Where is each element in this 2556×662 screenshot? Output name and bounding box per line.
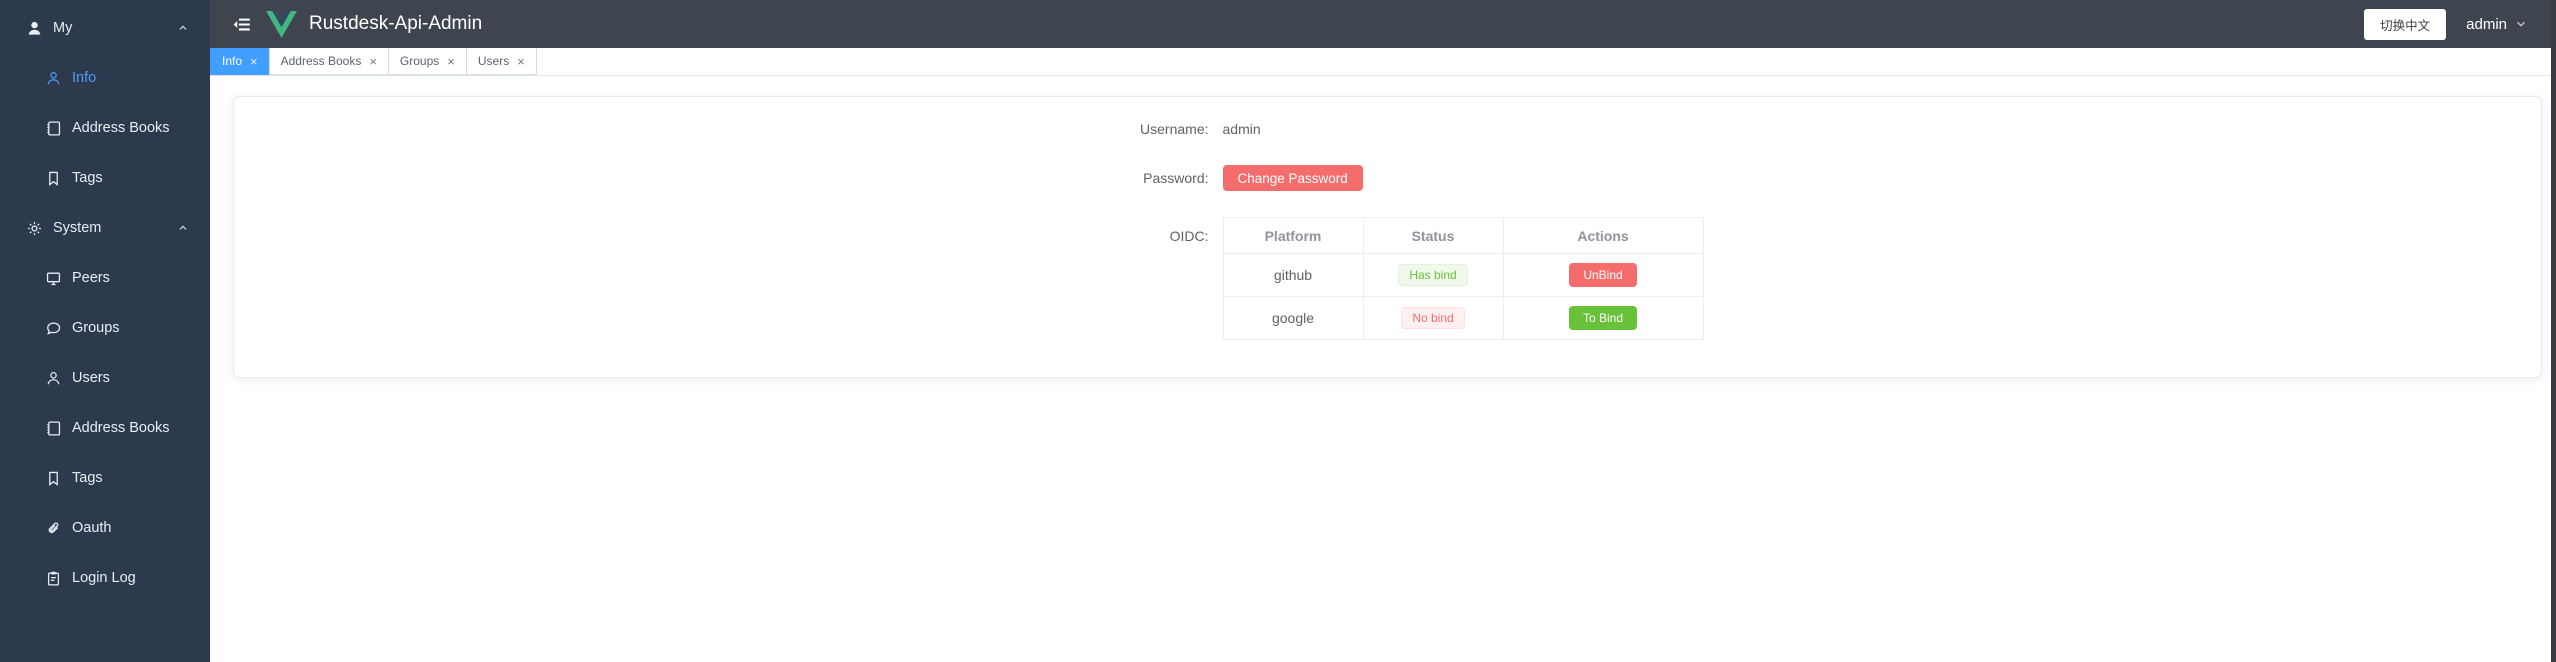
sidebar-item-peers[interactable]: Peers — [0, 253, 210, 303]
column-header-actions: Actions — [1502, 217, 1704, 254]
chevron-up-icon — [179, 25, 187, 30]
tabs-bar: Info × Address Books × Groups × Users × — [210, 48, 2556, 76]
table-row: google No bind To Bind — [1222, 296, 1704, 340]
user-dropdown[interactable]: admin — [2466, 16, 2528, 33]
sidebar-item-users[interactable]: Users — [0, 353, 210, 403]
chevron-down-icon — [2517, 21, 2525, 27]
sidebar-item-label: Tags — [72, 470, 103, 486]
sidebar-section-my[interactable]: My — [0, 3, 210, 53]
column-header-status: Status — [1362, 217, 1504, 254]
close-icon[interactable]: × — [447, 53, 455, 69]
gear-icon — [28, 221, 41, 235]
status-cell: No bind — [1362, 296, 1504, 340]
sidebar-item-address-books-2[interactable]: Address Books — [0, 403, 210, 453]
status-badge: Has bind — [1398, 264, 1468, 286]
notebook-icon — [47, 420, 61, 436]
sidebar-item-info[interactable]: Info — [0, 53, 210, 103]
user-name: admin — [2466, 15, 2507, 33]
sidebar-item-groups[interactable]: Groups — [0, 303, 210, 353]
password-label: Password: — [1143, 170, 1209, 186]
sidebar-item-login-log[interactable]: Login Log — [0, 553, 210, 603]
username-label: Username: — [1140, 121, 1209, 137]
sidebar-item-tags-2[interactable]: Tags — [0, 453, 210, 503]
sidebar-item-label: Address Books — [72, 420, 170, 436]
tab-address-books[interactable]: Address Books × — [268, 48, 389, 75]
paperclip-icon — [48, 521, 59, 533]
chat-bubble-icon — [47, 321, 61, 335]
sidebar-item-label: Oauth — [72, 520, 112, 536]
oidc-row: OIDC: Platform Status Actions — [1071, 217, 1705, 340]
actions-cell: UnBind — [1502, 253, 1704, 297]
sidebar-section-system[interactable]: System — [0, 203, 210, 253]
info-card: Username: admin Password: Change Passwor… — [233, 96, 2542, 378]
tab-label: Groups — [399, 54, 440, 68]
status-badge: No bind — [1401, 307, 1465, 329]
change-password-button[interactable]: Change Password — [1222, 165, 1363, 191]
sidebar-section-label: System — [53, 220, 102, 236]
sidebar-item-label: Users — [72, 370, 110, 386]
tab-label: Address Books — [280, 54, 362, 68]
platform-cell: github — [1222, 253, 1364, 297]
close-icon[interactable]: × — [369, 53, 377, 69]
column-header-platform: Platform — [1222, 217, 1364, 254]
app-title: Rustdesk-Api-Admin — [309, 13, 483, 34]
oidc-table: Platform Status Actions github Has bind — [1222, 217, 1704, 340]
bookmark-icon — [49, 171, 58, 186]
user-filled-icon — [28, 21, 41, 35]
user-info-form: Username: admin Password: Change Passwor… — [1071, 119, 1705, 340]
page-content: Username: admin Password: Change Passwor… — [210, 76, 2556, 662]
table-header-row: Platform Status Actions — [1222, 217, 1704, 254]
username-value: admin — [1222, 121, 1261, 137]
username-row: Username: admin — [1071, 119, 1705, 139]
table-row: github Has bind UnBind — [1222, 253, 1704, 297]
app-header: Rustdesk-Api-Admin 切换中文 admin — [210, 0, 2556, 48]
sidebar-section-label: My — [53, 20, 73, 36]
sidebar: My Info Address Books Tags System Peers — [0, 0, 210, 662]
status-cell: Has bind — [1362, 253, 1504, 297]
user-icon — [47, 71, 60, 84]
platform-cell: google — [1222, 296, 1364, 340]
close-icon[interactable]: × — [250, 53, 258, 69]
sidebar-item-label: Groups — [72, 320, 120, 336]
switch-language-button[interactable]: 切换中文 — [2364, 8, 2447, 40]
vue-logo — [266, 10, 297, 38]
tab-label: Users — [477, 54, 510, 68]
vertical-scrollbar[interactable] — [2551, 0, 2556, 662]
tab-info[interactable]: Info × — [210, 48, 270, 75]
fold-menu-icon[interactable] — [232, 15, 251, 34]
user-icon — [47, 371, 60, 384]
sidebar-item-tags[interactable]: Tags — [0, 153, 210, 203]
monitor-icon — [46, 272, 61, 285]
oidc-label: OIDC: — [1169, 228, 1209, 244]
to-bind-button[interactable]: To Bind — [1568, 306, 1638, 330]
sidebar-item-label: Address Books — [72, 120, 170, 136]
tab-groups[interactable]: Groups × — [387, 48, 467, 75]
sidebar-item-label: Info — [72, 70, 97, 86]
sidebar-item-label: Tags — [72, 170, 103, 186]
close-icon[interactable]: × — [517, 53, 525, 69]
actions-cell: To Bind — [1502, 296, 1704, 340]
main-area: Rustdesk-Api-Admin 切换中文 admin Info × Add… — [210, 0, 2556, 662]
tab-label: Info — [222, 54, 243, 68]
sidebar-item-oauth[interactable]: Oauth — [0, 503, 210, 553]
clipboard-icon — [47, 571, 60, 586]
password-row: Password: Change Password — [1071, 165, 1705, 191]
notebook-icon — [47, 120, 61, 136]
sidebar-item-label: Peers — [72, 270, 110, 286]
sidebar-item-address-books[interactable]: Address Books — [0, 103, 210, 153]
tab-users[interactable]: Users × — [465, 48, 537, 75]
sidebar-item-label: Login Log — [72, 570, 136, 586]
unbind-button[interactable]: UnBind — [1569, 263, 1637, 287]
bookmark-icon — [49, 471, 58, 486]
chevron-up-icon — [179, 225, 187, 230]
